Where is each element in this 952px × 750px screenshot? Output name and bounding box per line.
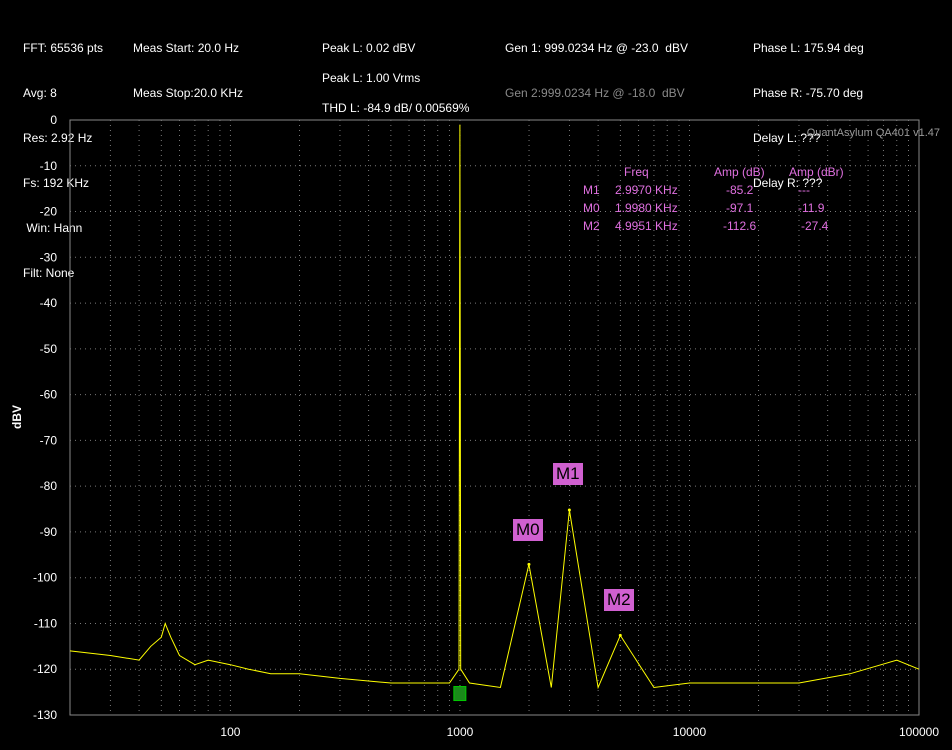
y-tick-label: -50 [40, 342, 58, 356]
reference-marker [453, 686, 467, 702]
y-tick-label: -130 [33, 708, 57, 722]
y-tick-label: -30 [40, 250, 58, 264]
freq-header: Freq [624, 165, 649, 179]
delay-l: Delay L: ??? [753, 131, 821, 145]
y-tick-label: -90 [40, 525, 58, 539]
peak-vrms: Peak L: 1.00 Vrms [322, 71, 421, 85]
x-tick-label: 1000 [447, 725, 474, 739]
y-tick-label: -20 [40, 205, 58, 219]
marker-row-m0: M0 1.9980 KHz -97.1 -11.9 [583, 201, 825, 215]
meas-range: Meas Start: 20.0 Hz Meas Stop:20.0 KHz [133, 11, 243, 116]
marker-row-m2: M2 4.9951 KHz -112.6 -27.4 [583, 219, 829, 233]
marker-table: Freq Amp (dB) Amp (dBr) M1 2.9970 KHz -8… [582, 163, 882, 235]
y-tick-label: -100 [33, 571, 57, 585]
x-tick-label: 100000 [899, 725, 939, 739]
y-tick-label: -10 [40, 159, 58, 173]
spectrum-trace [69, 124, 920, 690]
x-tick-label: 100 [220, 725, 240, 739]
marker-label-m2[interactable]: M2 [604, 589, 634, 611]
y-tick-label: -60 [40, 388, 58, 402]
window: Win: Hann [23, 221, 83, 235]
gen2-readout: Gen 2:999.0234 Hz @ -18.0 dBV [505, 86, 685, 100]
y-tick-label: -40 [40, 296, 58, 310]
watermark: QuantAsylum QA401 v1.47 [806, 127, 940, 139]
y-tick-label: -80 [40, 479, 58, 493]
peak-block: Peak L: 0.02 dBV [322, 11, 415, 71]
marker-label-m0[interactable]: M0 [513, 519, 543, 541]
y-tick-label: -110 [34, 616, 57, 630]
measurement-info: FFT: 65536 pts Avg: 8 Res: 2.92 Hz Fs: 1… [23, 11, 103, 296]
plot-frame [69, 119, 920, 716]
meas-stop: Meas Stop:20.0 KHz [133, 86, 244, 100]
y-tick-label: 0 [50, 113, 57, 127]
resolution: Res: 2.92 Hz [23, 131, 93, 145]
phase-block: Phase L: 175.94 deg Phase R: -75.70 deg … [753, 11, 864, 206]
generator-block: Gen 1: 999.0234 Hz @ -23.0 dBV Gen 2:999… [505, 11, 688, 116]
x-tick-label: 10000 [673, 725, 707, 739]
thd-readout: THD L: -84.9 dB/ 0.00569% [322, 101, 470, 115]
peak-dbv: Peak L: 0.02 dBV [322, 41, 416, 55]
marker-point-m1 [567, 508, 571, 512]
marker-point-m2 [618, 633, 622, 637]
y-tick-label: -120 [33, 662, 57, 676]
averages: Avg: 8 [23, 86, 57, 100]
marker-row-m1: M1 2.9970 KHz -85.2 --- [583, 183, 810, 197]
phase-l: Phase L: 175.94 deg [753, 41, 864, 55]
delay-r: Delay R: ??? [753, 176, 823, 190]
phase-r: Phase R: -75.70 deg [753, 86, 864, 100]
meas-start: Meas Start: 20.0 Hz [133, 41, 240, 55]
marker-point-m0 [527, 562, 531, 566]
fft-points: FFT: 65536 pts [23, 41, 104, 55]
gen1-readout: Gen 1: 999.0234 Hz @ -23.0 dBV [505, 41, 688, 55]
marker-label-m1[interactable]: M1 [553, 463, 583, 485]
filter: Filt: None [23, 266, 75, 280]
y-axis-label: dBV [10, 405, 24, 429]
amp-header: Amp (dB) [714, 165, 765, 179]
y-tick-label: -70 [40, 433, 58, 447]
marker-table-header: Freq Amp (dB) Amp (dBr) [582, 163, 882, 181]
sample-rate: Fs: 192 KHz [23, 176, 90, 190]
ampr-header: Amp (dBr) [789, 165, 844, 179]
